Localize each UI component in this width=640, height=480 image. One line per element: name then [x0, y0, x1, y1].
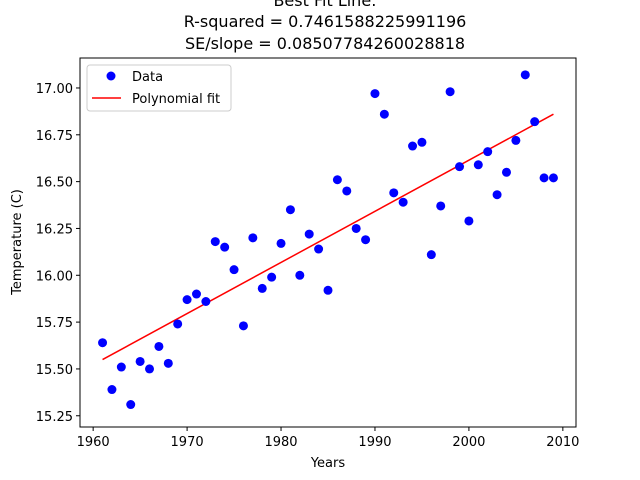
data-point — [135, 356, 145, 366]
data-point — [220, 242, 230, 252]
data-point — [314, 244, 324, 254]
legend-data-marker — [106, 71, 116, 81]
y-axis-ticks: 15.25 15.50 15.75 16.00 16.25 16.50 16.75 17.00 — [36, 82, 80, 425]
chart-title-line-3: SE/slope = 0.08507784260028818 — [185, 34, 465, 53]
data-point — [248, 233, 258, 243]
data-point — [370, 89, 380, 99]
y-tick-label: 16.00 — [36, 269, 73, 284]
data-point — [361, 235, 371, 245]
data-point — [229, 265, 239, 275]
data-point — [267, 272, 277, 282]
data-point — [210, 237, 220, 247]
data-point — [464, 216, 474, 226]
x-axis-label: Years — [310, 456, 346, 471]
data-point — [98, 338, 108, 348]
data-point — [501, 167, 511, 177]
data-point — [295, 270, 305, 280]
y-tick-label: 16.25 — [36, 222, 73, 237]
data-point — [304, 229, 314, 239]
data-point — [342, 186, 352, 196]
legend-fit-label: Polynomial fit — [132, 92, 220, 107]
fit-line-layer — [102, 113, 554, 361]
data-point — [445, 87, 455, 97]
y-axis-label: Temperature (C) — [10, 189, 25, 296]
data-point — [332, 175, 342, 185]
x-tick-label: 1980 — [264, 435, 297, 450]
y-tick-label: 16.75 — [36, 129, 73, 144]
x-tick-label: 1970 — [171, 435, 204, 450]
data-point — [539, 173, 549, 183]
data-point — [426, 250, 436, 260]
data-point — [483, 147, 493, 157]
data-point — [276, 238, 286, 248]
fit-line — [102, 113, 554, 361]
x-tick-label: 2010 — [546, 435, 579, 450]
data-point — [145, 364, 155, 374]
y-tick-label: 15.75 — [36, 316, 73, 331]
data-point — [201, 297, 211, 307]
data-point — [389, 188, 399, 198]
data-point — [417, 137, 427, 147]
x-tick-label: 1960 — [77, 435, 110, 450]
data-point — [436, 201, 446, 211]
data-point — [116, 362, 126, 372]
data-point — [492, 190, 502, 200]
x-axis-ticks: 1960 1970 1980 1990 2000 2010 — [77, 427, 579, 450]
legend-box — [86, 64, 232, 112]
data-point — [520, 70, 530, 80]
data-point — [182, 295, 192, 305]
y-tick-label: 15.50 — [36, 363, 73, 378]
x-tick-label: 2000 — [452, 435, 485, 450]
data-point — [126, 400, 136, 410]
data-point — [530, 117, 540, 127]
data-point — [455, 162, 465, 172]
data-point — [163, 358, 173, 368]
data-point — [323, 285, 333, 295]
data-point — [285, 205, 295, 215]
data-point — [473, 160, 483, 170]
chart-title: Best Fit Line: R-squared = 0.74615882259… — [184, 0, 467, 53]
data-point — [107, 385, 117, 395]
data-point — [548, 173, 558, 183]
data-point — [379, 109, 389, 119]
data-point — [173, 319, 183, 329]
data-point — [408, 141, 418, 151]
legend: Data Polynomial fit — [86, 64, 232, 112]
data-point — [398, 197, 408, 207]
data-point — [191, 289, 201, 299]
y-tick-label: 17.00 — [36, 82, 73, 97]
data-point — [511, 135, 521, 145]
data-point — [351, 223, 361, 233]
data-points-layer — [98, 70, 558, 410]
legend-data-label: Data — [132, 70, 163, 85]
y-tick-label: 16.50 — [36, 176, 73, 191]
axes-frame — [79, 57, 577, 428]
chart-title-line-1: Best Fit Line: — [273, 0, 376, 10]
y-tick-label: 15.25 — [36, 410, 73, 425]
plot-area — [80, 58, 576, 427]
chart-title-line-2: R-squared = 0.7461588225991196 — [184, 12, 467, 31]
data-point — [154, 341, 164, 351]
x-tick-label: 1990 — [358, 435, 391, 450]
data-point — [238, 321, 248, 331]
data-point — [257, 283, 267, 293]
